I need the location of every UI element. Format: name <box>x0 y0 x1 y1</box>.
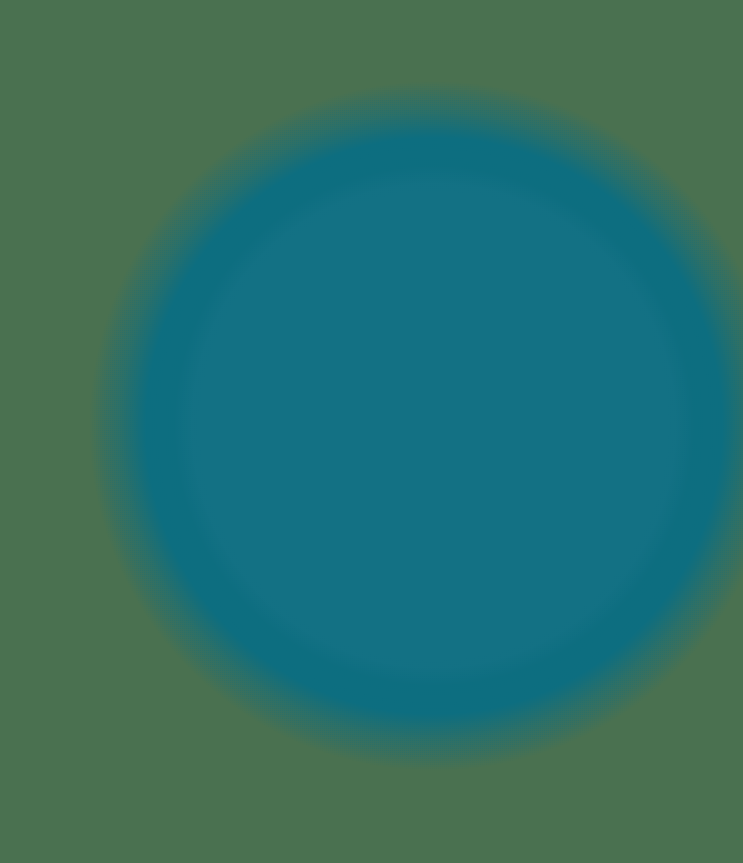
inner-dither-texture <box>89 81 743 771</box>
